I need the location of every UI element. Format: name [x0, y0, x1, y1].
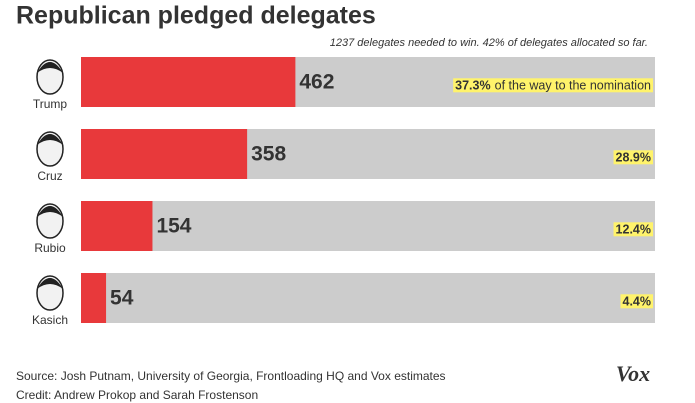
category-label: Trump — [33, 97, 68, 111]
hair — [37, 62, 63, 73]
highlight — [453, 78, 653, 93]
share-label: 4.4% — [623, 294, 652, 308]
value-label: 54 — [110, 287, 134, 310]
category-label: Rubio — [34, 241, 66, 255]
bar — [81, 57, 296, 107]
annotation: of the way to the nomination — [495, 78, 651, 92]
value-label: 154 — [156, 215, 191, 238]
share-label: 12.4% — [616, 222, 651, 236]
chart-title: Republican pledged delegates — [16, 2, 376, 30]
logo: Vox — [616, 361, 650, 386]
bar-background — [81, 201, 655, 251]
source: Source: Josh Putnam, University of Georg… — [16, 369, 446, 383]
share-group: 28.9% — [613, 150, 653, 165]
share-label: 28.9% — [616, 150, 651, 164]
bar-background — [81, 273, 655, 323]
highlight — [613, 222, 653, 237]
category-label: Cruz — [37, 169, 62, 183]
value-label: 358 — [251, 143, 286, 166]
hair — [37, 206, 63, 217]
hair — [37, 134, 63, 145]
value-label: 462 — [299, 71, 334, 94]
credit: Credit: Andrew Prokop and Sarah Frostens… — [16, 388, 258, 402]
hair — [37, 278, 63, 289]
highlight — [613, 150, 653, 165]
share-group: 4.4% — [620, 294, 653, 309]
category-label: Kasich — [32, 313, 68, 327]
subtitle: 1237 delegates needed to win. 42% of del… — [330, 37, 648, 49]
share-label: 37.3% — [455, 78, 490, 92]
bar — [81, 273, 107, 323]
highlight — [620, 294, 653, 309]
bar — [81, 201, 153, 251]
share-group: of the way to the nomination 37.3% — [453, 78, 653, 93]
bar — [81, 129, 248, 179]
share-group: 12.4% — [613, 222, 653, 237]
